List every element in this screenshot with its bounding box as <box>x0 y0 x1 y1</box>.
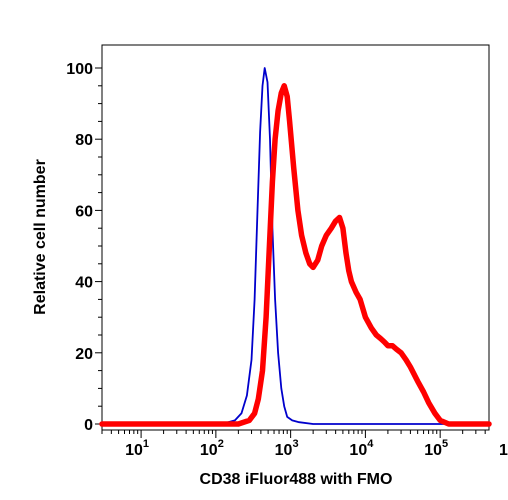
y-axis: 0 20 40 60 80 100 <box>66 61 102 434</box>
y-tick-label: 80 <box>75 132 93 149</box>
x-axis-title: CD38 iFluor488 with FMO <box>200 471 393 488</box>
x-axis: 101 102 103 104 105 106 <box>101 430 508 459</box>
series-layer <box>99 67 492 427</box>
x-tick-label: 103 <box>275 438 299 459</box>
x-tick-label: 106 <box>499 438 508 459</box>
y-tick-label: 20 <box>75 346 93 363</box>
x-tick-label: 105 <box>424 438 448 459</box>
x-tick-label: 101 <box>125 438 149 459</box>
fmo-control-series-line <box>101 67 490 425</box>
y-tick-label: 40 <box>75 275 93 292</box>
plot-frame <box>101 44 490 431</box>
y-tick-label: 60 <box>75 203 93 220</box>
cd38-stained-series-line <box>99 83 492 427</box>
y-axis-title: Relative cell number <box>32 159 49 315</box>
x-tick-label: 104 <box>349 438 374 459</box>
x-tick-label: 102 <box>200 438 224 459</box>
y-tick-label: 0 <box>84 417 93 434</box>
y-tick-label: 100 <box>66 61 93 78</box>
